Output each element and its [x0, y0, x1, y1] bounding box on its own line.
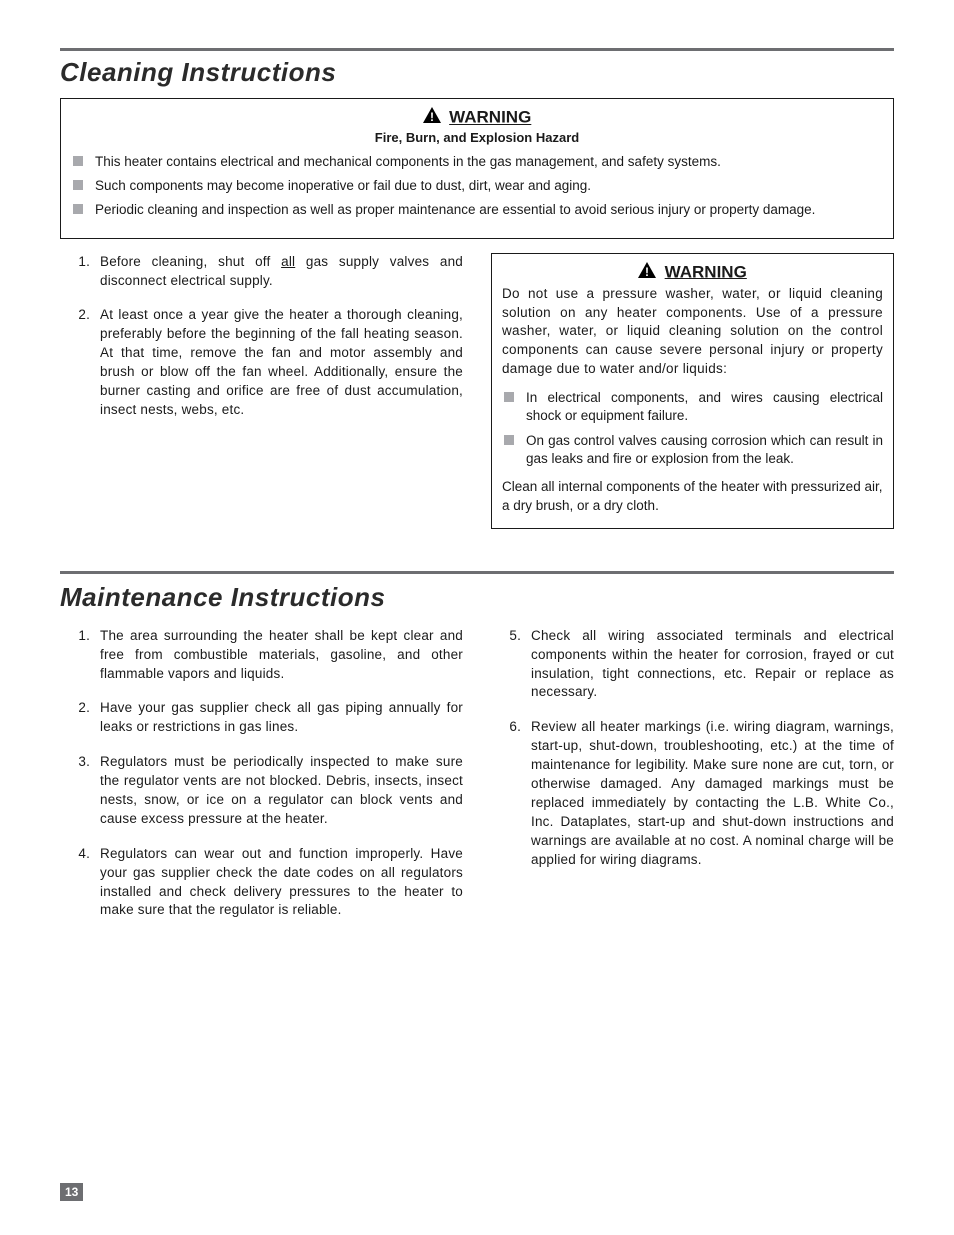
warning-box-side: ! WARNING Do not use a pressure washer, … — [491, 253, 894, 529]
warning-header: ! WARNING — [502, 262, 883, 283]
maintenance-step: Review all heater markings (i.e. wiring … — [525, 718, 894, 869]
warning-bullet: On gas control valves causing corrosion … — [504, 432, 883, 468]
step-text-pre: Before cleaning, shut off — [100, 254, 281, 269]
maintenance-steps-left: The area surrounding the heater shall be… — [60, 627, 463, 921]
cleaning-step: Before cleaning, shut off all gas supply… — [94, 253, 463, 291]
maintenance-steps-right: Check all wiring associated terminals an… — [491, 627, 894, 870]
warning-bullet: In electrical components, and wires caus… — [504, 389, 883, 425]
warning-subtitle: Fire, Burn, and Explosion Hazard — [71, 130, 883, 145]
warning-outro: Clean all internal components of the hea… — [502, 478, 883, 516]
warning-bullet: This heater contains electrical and mech… — [73, 153, 883, 171]
warning-bullet: Such components may become inoperative o… — [73, 177, 883, 195]
warning-intro: Do not use a pressure washer, water, or … — [502, 285, 883, 379]
cleaning-step: At least once a year give the heater a t… — [94, 306, 463, 419]
step-text-underline: all — [281, 254, 295, 269]
warning-triangle-icon: ! — [638, 262, 656, 283]
cleaning-steps: Before cleaning, shut off all gas supply… — [60, 253, 463, 420]
maintenance-step: Regulators must be periodically inspecte… — [94, 753, 463, 829]
warning-triangle-icon: ! — [423, 107, 441, 128]
warning-box-top: ! WARNING Fire, Burn, and Explosion Haza… — [60, 98, 894, 239]
warning-label: WARNING — [665, 262, 747, 281]
warning-bullet-list: In electrical components, and wires caus… — [502, 389, 883, 468]
section-rule — [60, 571, 894, 574]
maintenance-step: The area surrounding the heater shall be… — [94, 627, 463, 684]
warning-bullet: Periodic cleaning and inspection as well… — [73, 201, 883, 219]
svg-text:!: ! — [645, 265, 649, 278]
section-rule — [60, 48, 894, 51]
maintenance-step: Have your gas supplier check all gas pip… — [94, 699, 463, 737]
warning-bullet-list: This heater contains electrical and mech… — [71, 153, 883, 220]
maintenance-title: Maintenance Instructions — [60, 582, 894, 613]
page-number: 13 — [60, 1183, 83, 1201]
cleaning-title: Cleaning Instructions — [60, 57, 894, 88]
maintenance-step: Check all wiring associated terminals an… — [525, 627, 894, 703]
warning-label: WARNING — [449, 108, 531, 127]
warning-header: ! WARNING — [71, 107, 883, 128]
maintenance-step: Regulators can wear out and function imp… — [94, 845, 463, 921]
svg-text:!: ! — [430, 110, 434, 123]
